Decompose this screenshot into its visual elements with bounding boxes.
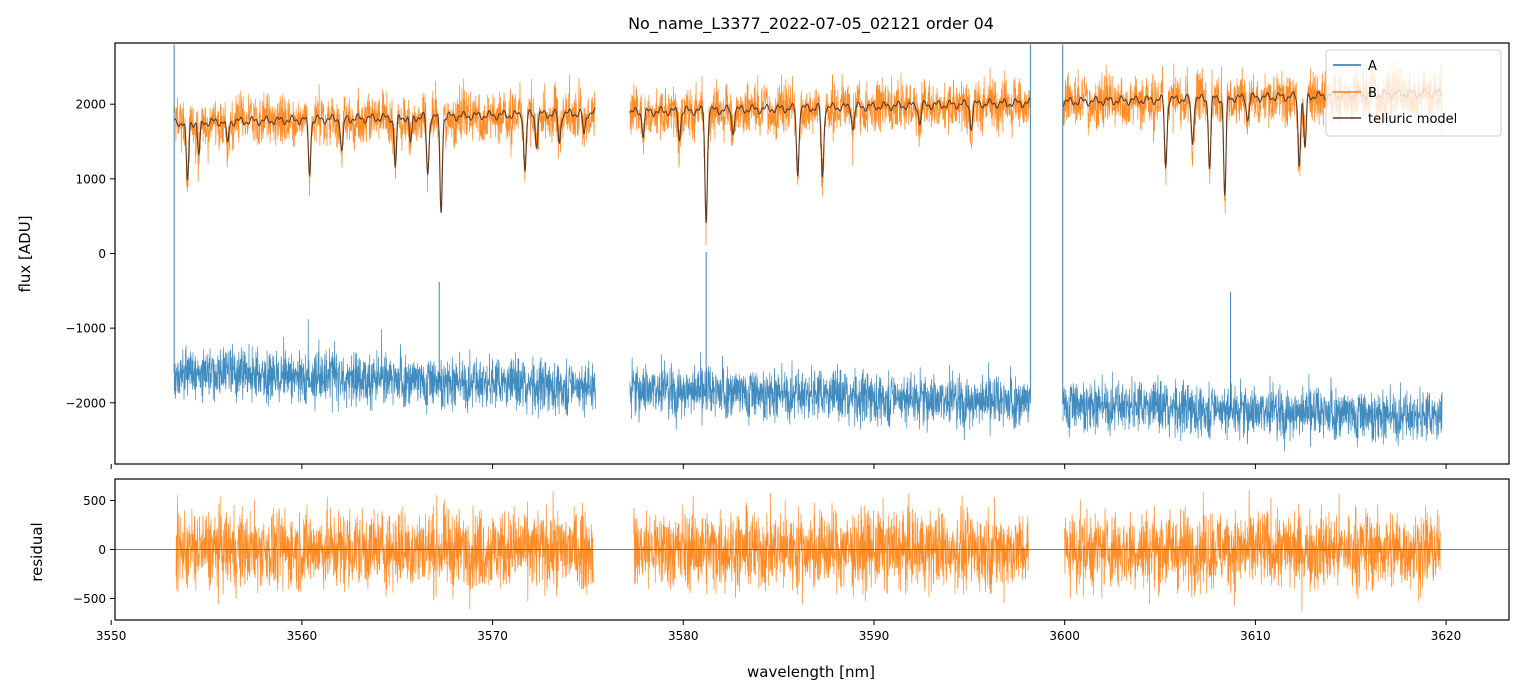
residual-xtick-label: 3590: [859, 629, 890, 643]
main-plot-panel: −2000 −1000 0 1000 2000 flux [ADU] A B tellu…: [16, 42, 1510, 469]
residual-ytick-label: −500: [73, 592, 106, 606]
residual-xtick-label: 3560: [287, 629, 318, 643]
residual-ytick-label: 500: [83, 494, 106, 508]
residual-xtick-label: 3550: [96, 629, 127, 643]
series-a-line: [173, 319, 1443, 452]
residual-xtick-label: 3610: [1240, 629, 1271, 643]
residual-xtick-label: 3600: [1049, 629, 1080, 643]
main-ytick-label: 2000: [75, 98, 106, 112]
legend: A B telluric model: [1325, 49, 1502, 137]
legend-label-b: B: [1368, 86, 1377, 101]
residual-y-axis-label: residual: [28, 522, 46, 581]
residual-ytick-label: 0: [98, 543, 106, 557]
main-ytick-label: −1000: [65, 322, 106, 336]
legend-label-a: A: [1368, 59, 1377, 74]
residual-xtick-label: 3570: [477, 629, 508, 643]
chart-title: No_name_L3377_2022-07-05_02121 order 04: [628, 14, 994, 34]
residual-xtick-label: 3620: [1431, 629, 1462, 643]
x-axis-label: wavelength [nm]: [747, 663, 875, 681]
residual-plot-panel: −500 0 500 3550 3560 3570 3580 3590 3600 3610 362…: [28, 478, 1510, 681]
main-y-axis-label: flux [ADU]: [16, 215, 34, 292]
main-ytick-label: −2000: [65, 396, 106, 410]
main-ytick-label: 0: [98, 247, 106, 261]
main-ytick-label: 1000: [75, 172, 106, 186]
legend-box: [1325, 49, 1502, 137]
residual-xtick-label: 3580: [668, 629, 699, 643]
residual-line: [175, 489, 1441, 612]
legend-label-telluric: telluric model: [1368, 112, 1457, 127]
